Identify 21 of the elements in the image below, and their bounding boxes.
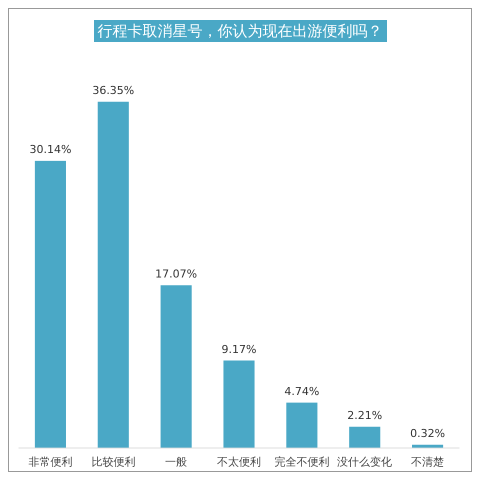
data-label: 2.21% [347,409,382,422]
data-label: 17.07% [155,268,198,281]
chart-title: 行程卡取消星号，你认为现在出游便利吗？ [94,20,386,42]
bar [349,426,380,448]
x-tick-label: 不清楚 [411,455,444,468]
x-tick-label: 没什么变化 [337,455,392,468]
data-label: 36.35% [92,84,134,98]
data-label: 4.74% [284,385,320,398]
bar [286,402,318,448]
x-tick-label: 比较便利 [91,455,136,468]
x-tick-label: 完全不便利 [274,455,330,468]
data-label: 9.17% [222,342,256,356]
bar [223,360,255,448]
data-label: 30.14% [29,143,72,156]
bar [34,160,66,448]
x-tick-label: 非常便利 [28,455,72,468]
x-tick-label: 不太便利 [217,455,261,468]
x-tick-label: 一般 [165,455,188,468]
data-label: 0.32% [410,427,446,440]
bar [160,285,192,448]
bar [98,102,129,448]
